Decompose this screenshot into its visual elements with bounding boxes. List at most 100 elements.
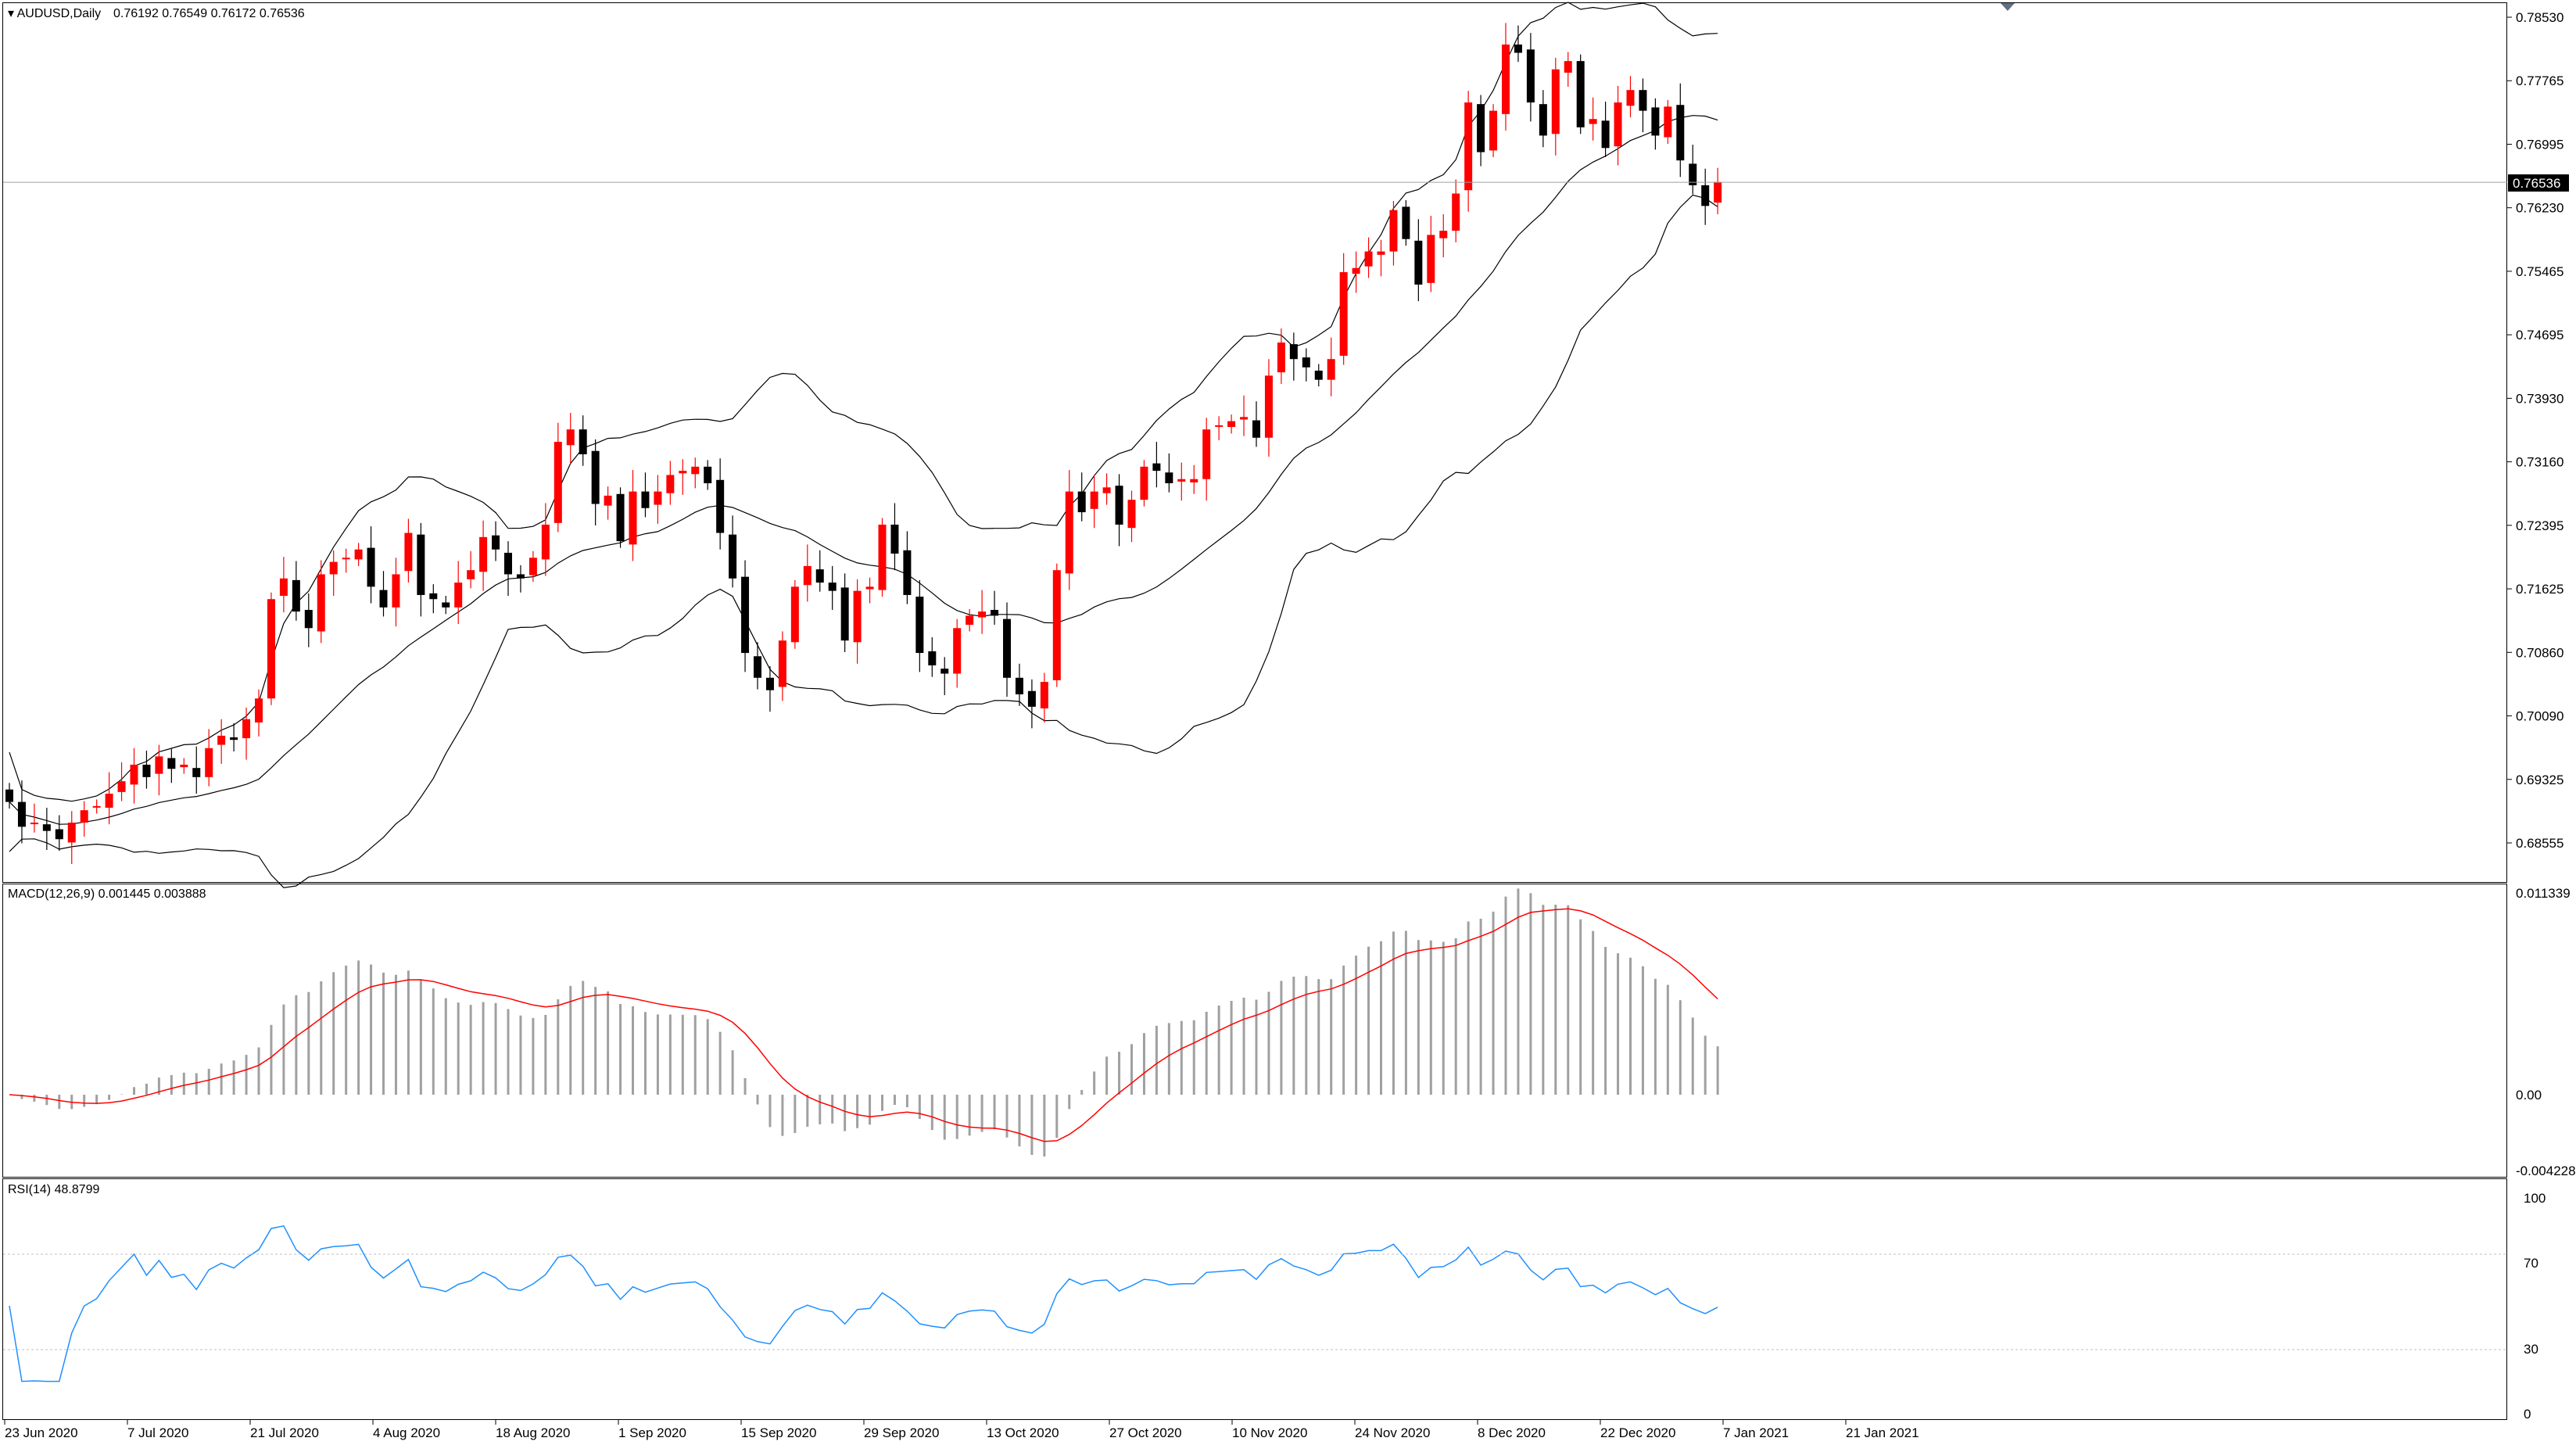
candle [991, 590, 999, 626]
candle-body [329, 561, 338, 575]
candle [1027, 679, 1036, 729]
candle-body [1264, 375, 1273, 438]
candle-body [865, 586, 874, 590]
candle [392, 558, 400, 627]
candle-body [528, 558, 537, 575]
price-tick-label: 0.70860 [2516, 645, 2563, 660]
price-panel[interactable] [2, 2, 2507, 883]
candle [155, 744, 163, 796]
candle-body [1215, 425, 1224, 427]
macd-axis: 0.011339 0.00 -0.004228 [2516, 886, 2576, 1178]
candle-body [1027, 690, 1036, 707]
candle [1077, 472, 1086, 522]
candle [1564, 52, 1572, 87]
candle-body [342, 558, 350, 560]
candle-body [1502, 44, 1510, 114]
candle-body [1389, 210, 1398, 252]
candle [105, 772, 113, 825]
candle-body [1289, 344, 1298, 360]
macd-tick-label: -0.004228 [2516, 1164, 2576, 1178]
candle [966, 608, 974, 632]
candle-body [92, 805, 101, 808]
candle-body [591, 450, 600, 504]
date-tick-label: 21 Jan 2021 [1846, 1425, 1919, 1440]
candle-body [1152, 463, 1161, 472]
candle [803, 544, 811, 602]
candle-body [1052, 570, 1061, 680]
candle [1240, 395, 1249, 436]
candle [953, 619, 962, 688]
candle-body [255, 698, 263, 722]
candle [654, 475, 662, 524]
current-price-label: 0.76536 [2513, 176, 2560, 191]
macd-panel[interactable] [2, 884, 2507, 1178]
candle-body [1003, 619, 1011, 678]
candle-body [1714, 181, 1722, 203]
price-tick-label: 0.76230 [2516, 201, 2563, 216]
candle [492, 521, 500, 561]
candle-body [117, 781, 126, 792]
date-tick-label: 7 Jul 2020 [127, 1425, 188, 1440]
candle [1314, 364, 1323, 387]
candle-body [928, 651, 937, 665]
date-tick-label: 29 Sep 2020 [864, 1425, 939, 1440]
candle-body [1277, 342, 1285, 373]
candle-body [1077, 491, 1086, 513]
price-tick-label: 0.73930 [2516, 391, 2563, 406]
candle [1464, 91, 1473, 212]
candle-body [890, 524, 899, 554]
candle-body [1040, 682, 1048, 708]
candle-body [442, 602, 450, 608]
candle-body [966, 615, 974, 626]
candle-body [828, 583, 837, 591]
candle-body [1526, 49, 1535, 103]
price-tick-label: 0.71625 [2516, 582, 2563, 597]
candle-body [1302, 357, 1310, 368]
candle-body [242, 719, 251, 739]
candle-body [1115, 486, 1123, 525]
candle [1364, 237, 1373, 278]
current-price-tag [2508, 174, 2569, 192]
candle-body [1651, 107, 1660, 136]
candle [754, 642, 761, 690]
candle [467, 550, 475, 589]
candle-body [404, 532, 413, 572]
candle [1626, 76, 1635, 118]
candle [429, 584, 438, 614]
candle [1402, 199, 1410, 246]
candle-body [317, 574, 325, 632]
candle-body [741, 576, 750, 654]
candle [679, 459, 687, 495]
candle [1664, 99, 1672, 144]
candle [890, 503, 899, 571]
candle-body [1589, 119, 1597, 124]
candle [1252, 401, 1260, 447]
candle [541, 503, 550, 576]
candle [230, 723, 238, 752]
candle-body [679, 471, 687, 474]
candle [903, 531, 912, 604]
chart-shift-marker-icon[interactable] [2001, 3, 2015, 11]
rsi-panel[interactable] [2, 1178, 2507, 1420]
candle [1589, 97, 1597, 141]
candle-body [1339, 272, 1348, 356]
candle [55, 815, 63, 852]
candle [1489, 104, 1498, 157]
candle-body [666, 475, 675, 493]
candle [1065, 470, 1073, 590]
candle [1576, 54, 1585, 134]
candle-body [1227, 421, 1236, 428]
candle-body [566, 429, 575, 446]
candle [267, 592, 275, 705]
date-tick-label: 15 Sep 2020 [741, 1425, 816, 1440]
macd-signal-line [9, 908, 1718, 1142]
candle-body [778, 640, 786, 687]
candle [1502, 23, 1510, 131]
candle [192, 746, 201, 794]
candle-body [1140, 466, 1148, 500]
candle [1102, 473, 1111, 505]
date-tick-label: 10 Nov 2020 [1232, 1425, 1307, 1440]
candle [1339, 253, 1348, 365]
candle-body [392, 574, 400, 608]
